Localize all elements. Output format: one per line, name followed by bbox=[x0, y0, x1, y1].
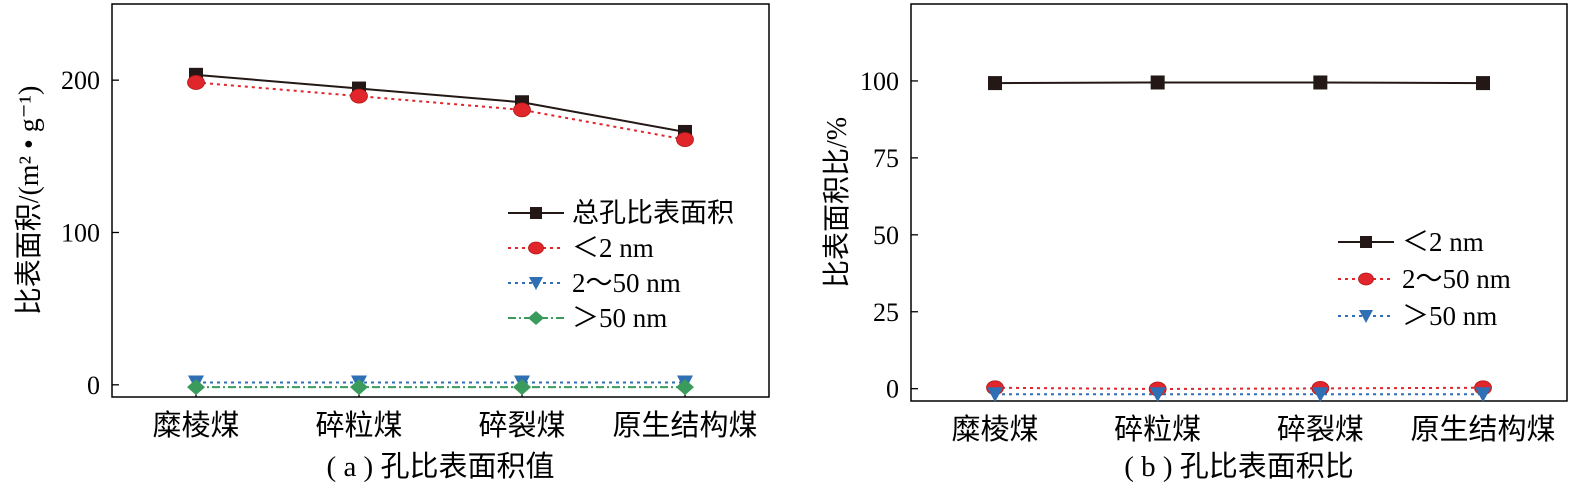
series-line bbox=[195, 81, 686, 141]
legend-label: 总孔比表面积 bbox=[572, 198, 734, 228]
y-tick-label: 25 bbox=[873, 298, 899, 327]
data-point bbox=[350, 379, 368, 396]
y-tick-label: 75 bbox=[873, 144, 899, 173]
x-tick-label: 碎粒煤 bbox=[1114, 413, 1201, 446]
legend-marker bbox=[1359, 310, 1373, 323]
panel-caption: ( a ) 孔比表面积值 bbox=[327, 450, 555, 483]
data-point bbox=[1312, 387, 1329, 403]
legend-label: 2～50 nm bbox=[1402, 264, 1511, 294]
x-tick-label: 原生结构煤 bbox=[612, 409, 757, 442]
data-point bbox=[1149, 387, 1166, 403]
panel-caption: ( b ) 孔比表面积比 bbox=[1124, 450, 1354, 483]
x-tick-label: 碎粒煤 bbox=[315, 409, 402, 442]
legend-marker bbox=[1358, 272, 1374, 286]
y-tick-label: 200 bbox=[61, 66, 100, 95]
legend-marker bbox=[530, 207, 542, 219]
legend-label: ＞50 nm bbox=[572, 303, 667, 333]
y-tick-label: 50 bbox=[873, 221, 899, 250]
data-point bbox=[350, 88, 368, 104]
plot-frame bbox=[111, 3, 770, 398]
panel-a-chart: 0 100 200 糜棱煤 碎粒煤 碎裂煤 原生结构煤 比表面积/(m² • g⁻¹) ( a … bbox=[13, 3, 770, 483]
legend-marker bbox=[529, 277, 543, 290]
x-tick-label: 碎裂煤 bbox=[1277, 413, 1364, 446]
y-axis-label: 比表面积比/% bbox=[821, 117, 853, 288]
y-tick-label: 0 bbox=[87, 371, 100, 400]
x-tick-label: 糜棱煤 bbox=[152, 409, 239, 442]
y-axis-label: 比表面积/(m² • g⁻¹) bbox=[13, 86, 45, 316]
data-point bbox=[1313, 75, 1328, 90]
plot-frame bbox=[910, 3, 1568, 402]
x-tick-label: 碎裂煤 bbox=[478, 409, 565, 442]
data-point bbox=[1476, 76, 1490, 91]
legend-marker bbox=[528, 241, 544, 255]
legend-label: ＜2 nm bbox=[572, 233, 654, 263]
series-line bbox=[195, 73, 686, 133]
panel-b-chart: 0 25 50 75 100 糜棱煤 碎粒煤 碎裂煤 原生结构煤 比表面积比/% ( b ) 孔比表… bbox=[821, 3, 1568, 483]
series-line bbox=[994, 81, 1484, 85]
data-point bbox=[676, 132, 694, 147]
data-point bbox=[988, 76, 1002, 91]
data-point bbox=[187, 75, 205, 90]
legend-label: ＜2 nm bbox=[1402, 227, 1484, 257]
data-point bbox=[676, 379, 694, 396]
data-point bbox=[513, 379, 531, 396]
legend-label: 2～50 nm bbox=[572, 268, 681, 298]
data-point bbox=[1475, 387, 1491, 403]
series-line bbox=[994, 386, 1484, 390]
x-tick-label: 糜棱煤 bbox=[951, 413, 1038, 446]
data-point bbox=[1150, 75, 1165, 90]
data-point bbox=[987, 387, 1003, 403]
data-point bbox=[513, 102, 531, 118]
legend-marker bbox=[1360, 236, 1372, 248]
y-tick-label: 0 bbox=[886, 375, 899, 404]
y-tick-label: 100 bbox=[61, 218, 100, 247]
x-tick-label: 原生结构煤 bbox=[1410, 413, 1555, 446]
y-tick-label: 100 bbox=[860, 67, 899, 96]
legend-marker bbox=[528, 311, 544, 325]
data-point bbox=[187, 379, 205, 396]
legend-label: ＞50 nm bbox=[1402, 301, 1497, 331]
